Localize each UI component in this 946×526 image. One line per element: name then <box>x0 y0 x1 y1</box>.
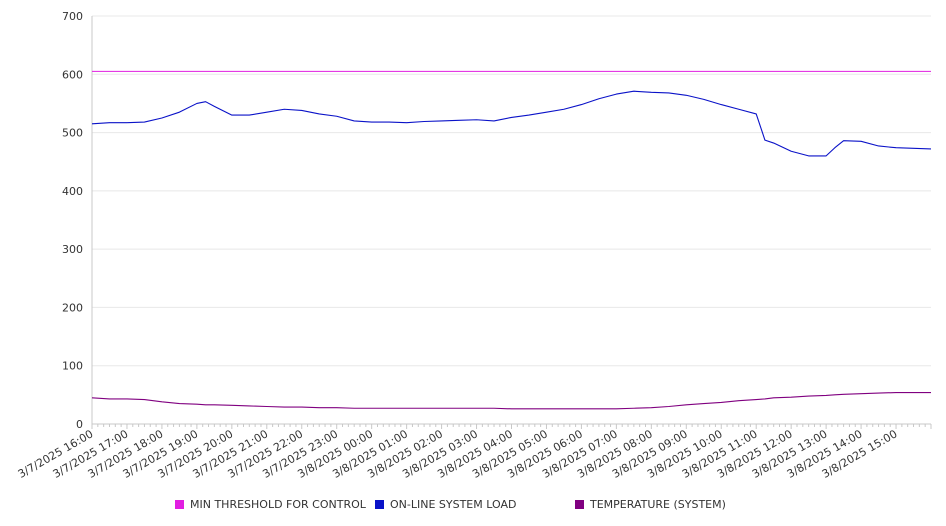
legend-label-load: ON-LINE SYSTEM LOAD <box>390 498 517 511</box>
axes <box>91 16 932 429</box>
y-tick-label: 600 <box>62 68 83 81</box>
y-tick-label: 200 <box>62 301 83 314</box>
legend: MIN THRESHOLD FOR CONTROL ON-LINE SYSTEM… <box>0 498 946 516</box>
legend-swatch-load <box>375 500 384 509</box>
legend-swatch-threshold <box>175 500 184 509</box>
y-tick-label: 300 <box>62 243 83 256</box>
x-tick-labels: 3/7/2025 16:003/7/2025 17:003/7/2025 18:… <box>16 427 900 481</box>
temperature-line <box>91 391 931 410</box>
legend-label-threshold: MIN THRESHOLD FOR CONTROL <box>190 498 366 511</box>
legend-item-threshold[interactable]: MIN THRESHOLD FOR CONTROL <box>175 498 366 511</box>
y-tick-labels: 0 100 200 300 400 500 600 700 <box>62 10 83 431</box>
system-load-line <box>91 90 932 157</box>
y-tick-label: 500 <box>62 127 83 140</box>
legend-label-temperature: TEMPERATURE (SYSTEM) <box>590 498 726 511</box>
series-lines <box>91 70 932 410</box>
legend-item-temperature[interactable]: TEMPERATURE (SYSTEM) <box>575 498 726 511</box>
grid-lines <box>92 15 931 367</box>
y-tick-label: 100 <box>62 360 83 373</box>
y-tick-label: 400 <box>62 185 83 198</box>
y-tick-label: 0 <box>76 418 83 431</box>
y-tick-label: 700 <box>62 10 83 23</box>
legend-item-load[interactable]: ON-LINE SYSTEM LOAD <box>375 498 516 511</box>
legend-swatch-temperature <box>575 500 584 509</box>
